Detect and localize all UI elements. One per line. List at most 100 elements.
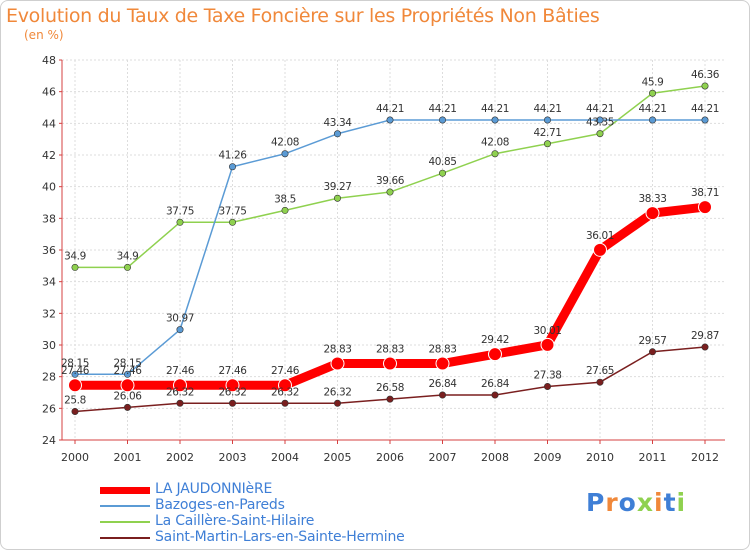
data-point-la-jaudonniere [593, 242, 607, 257]
x-tick-label: 2004 [271, 451, 299, 464]
data-point-la-jaudonniere [278, 378, 292, 393]
data-label-bazoges: 28.15 [61, 357, 89, 369]
y-tick-label: 48 [42, 54, 56, 67]
data-point-la-jaudonniere [330, 356, 345, 371]
data-label-la-caillere: 46.36 [691, 69, 720, 81]
data-point-saint-martin [124, 403, 132, 411]
data-point-la-caillere [386, 188, 394, 196]
data-label-saint-martin: 27.38 [533, 369, 561, 381]
logo-letter: x [636, 488, 654, 517]
data-point-bazoges [701, 116, 709, 124]
legend-swatch-la-jaudonniere [100, 487, 150, 494]
data-point-la-jaudonniere [540, 337, 555, 352]
data-label-bazoges: 44.21 [533, 103, 561, 115]
data-point-la-jaudonniere [225, 378, 240, 393]
data-point-bazoges [648, 116, 656, 124]
data-point-la-jaudonniere [698, 200, 712, 215]
data-label-saint-martin: 26.06 [113, 390, 142, 402]
data-point-la-caillere [596, 130, 604, 138]
legend-label: LA JAUDONNIèRE [155, 481, 273, 497]
data-point-saint-martin [281, 399, 289, 407]
data-label-la-jaudonniere: 36.01 [586, 230, 614, 242]
legend-swatch-bazoges [100, 505, 150, 507]
data-label-bazoges: 30.97 [166, 313, 194, 325]
legend-label: Bazoges-en-Pareds [155, 497, 285, 513]
x-tick-label: 2006 [376, 451, 404, 464]
data-point-saint-martin [333, 399, 341, 407]
data-point-la-jaudonniere [435, 356, 450, 371]
data-point-bazoges [491, 116, 499, 124]
proxiti-logo: Proxiti [586, 488, 686, 517]
data-label-saint-martin: 26.32 [271, 386, 299, 398]
data-label-la-caillere: 42.71 [533, 127, 561, 139]
x-tick-label: 2007 [429, 451, 457, 464]
data-point-bazoges [229, 163, 237, 171]
data-point-la-jaudonniere [645, 206, 660, 221]
y-tick-label: 44 [42, 117, 56, 130]
data-label-la-caillere: 37.75 [218, 205, 246, 217]
data-point-la-jaudonniere [68, 378, 82, 393]
data-point-la-jaudonniere [120, 378, 135, 393]
data-label-la-jaudonniere: 30.01 [533, 325, 561, 337]
data-point-la-caillere [543, 140, 551, 148]
data-label-bazoges: 44.21 [428, 103, 456, 115]
data-label-la-jaudonniere: 38.71 [691, 187, 719, 199]
data-label-la-jaudonniere: 28.83 [323, 344, 351, 356]
data-point-saint-martin [596, 378, 604, 386]
x-tick-label: 2012 [691, 451, 719, 464]
data-point-saint-martin [543, 382, 551, 390]
data-label-la-jaudonniere: 27.46 [113, 365, 142, 377]
data-label-bazoges: 42.08 [271, 137, 299, 149]
data-label-saint-martin: 26.32 [323, 386, 351, 398]
y-tick-label: 30 [42, 339, 56, 352]
data-label-saint-martin: 29.57 [638, 335, 666, 347]
x-tick-label: 2009 [534, 451, 562, 464]
logo-letter: r [605, 488, 619, 517]
data-point-saint-martin [71, 407, 79, 415]
legend-swatch-saint-martin [100, 537, 150, 539]
data-point-bazoges [543, 116, 551, 124]
logo-letter: o [618, 488, 637, 517]
y-tick-label: 42 [42, 149, 56, 162]
data-label-la-jaudonniere: 27.46 [218, 365, 247, 377]
data-point-bazoges [281, 150, 289, 158]
chart-subtitle: (en %) [24, 28, 64, 42]
data-label-la-jaudonniere: 28.83 [428, 344, 456, 356]
data-point-saint-martin [386, 395, 394, 403]
data-point-saint-martin [648, 348, 656, 356]
data-point-bazoges [71, 370, 79, 378]
y-tick-label: 32 [42, 307, 56, 320]
data-point-la-caillere [281, 206, 289, 214]
x-tick-label: 2001 [114, 451, 142, 464]
data-labels: 27.46 27.46 27.46 27.46 27.46 28.83 28.83 28.83… [61, 69, 720, 407]
data-point-saint-martin [701, 343, 709, 351]
y-tick-label: 24 [42, 434, 56, 447]
data-label-la-jaudonniere: 27.46 [61, 365, 90, 377]
data-point-la-caillere [701, 82, 709, 90]
data-point-bazoges [176, 326, 184, 334]
data-point-bazoges [438, 116, 446, 124]
data-label-la-jaudonniere: 28.83 [376, 344, 404, 356]
data-label-la-jaudonniere: 38.33 [638, 193, 666, 205]
data-label-bazoges: 44.21 [586, 103, 614, 115]
x-tick-label: 2010 [586, 451, 614, 464]
data-point-la-caillere [438, 169, 446, 177]
x-tick-label: 2003 [219, 451, 247, 464]
data-label-saint-martin: 25.8 [64, 395, 86, 407]
y-tick-label: 34 [42, 276, 56, 289]
data-label-saint-martin: 29.87 [691, 330, 719, 342]
logo-letter: i [654, 488, 664, 517]
legend-swatch-la-caillere [100, 521, 150, 523]
data-point-la-caillere [71, 263, 79, 271]
data-label-saint-martin: 26.84 [481, 378, 510, 390]
legend-label: Saint-Martin-Lars-en-Sainte-Hermine [155, 529, 405, 545]
data-label-saint-martin: 26.58 [376, 382, 404, 394]
x-tick-label: 2000 [61, 451, 89, 464]
data-label-la-caillere: 42.08 [481, 137, 509, 149]
chart-title: Evolution du Taux de Taxe Foncière sur l… [6, 5, 600, 27]
y-tick-label: 36 [42, 244, 56, 257]
data-point-bazoges [386, 116, 394, 124]
data-point-saint-martin [176, 399, 184, 407]
data-label-la-caillere: 40.85 [428, 156, 456, 168]
data-point-la-caillere [176, 218, 184, 226]
